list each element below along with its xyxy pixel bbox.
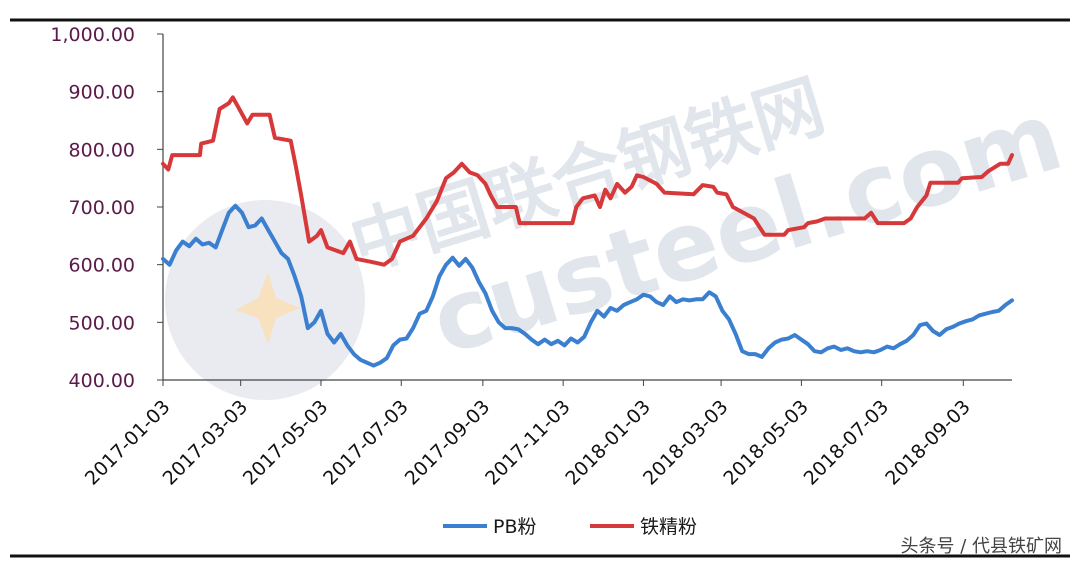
legend-label-pb: PB粉 [493,516,537,538]
legend-label-concentrate: 铁精粉 [640,516,697,538]
x-tick-label: 2017-11-03 [481,396,575,490]
y-tick-label: 900.00 [69,82,135,104]
x-tick-label: 2018-07-03 [800,396,894,490]
series-layer [161,95,1014,368]
x-tick-label: 2018-05-03 [719,396,813,490]
series-line-pb [161,203,1014,368]
x-tick-label: 2017-05-03 [239,396,333,490]
y-tick-label: 800.00 [69,139,135,161]
watermark: 中国联合钢铁网 custeel.com [165,65,1074,400]
series-line-concentrate [161,95,1014,267]
x-tick-label: 2017-07-03 [319,396,413,490]
y-tick-label: 400.00 [69,370,135,392]
legend: PB粉 铁精粉 [443,516,697,538]
y-tick-label: 500.00 [69,312,135,334]
x-tick-label: 2018-09-03 [881,396,975,490]
watermark-logo-star-icon [235,272,300,344]
y-tick-label: 600.00 [69,255,135,277]
y-tick-label: 1,000.00 [50,24,135,46]
x-axis-ticks: 2017-01-032017-03-032017-05-032017-07-03… [81,380,975,490]
y-axis-ticks: 1,000.00 900.00 800.00 700.00 600.00 500.00 40… [50,24,163,392]
x-tick-label: 2017-09-03 [401,396,495,490]
y-tick-label: 700.00 [69,197,135,219]
footer-credit: 头条号 / 代县铁矿网 [900,536,1062,557]
